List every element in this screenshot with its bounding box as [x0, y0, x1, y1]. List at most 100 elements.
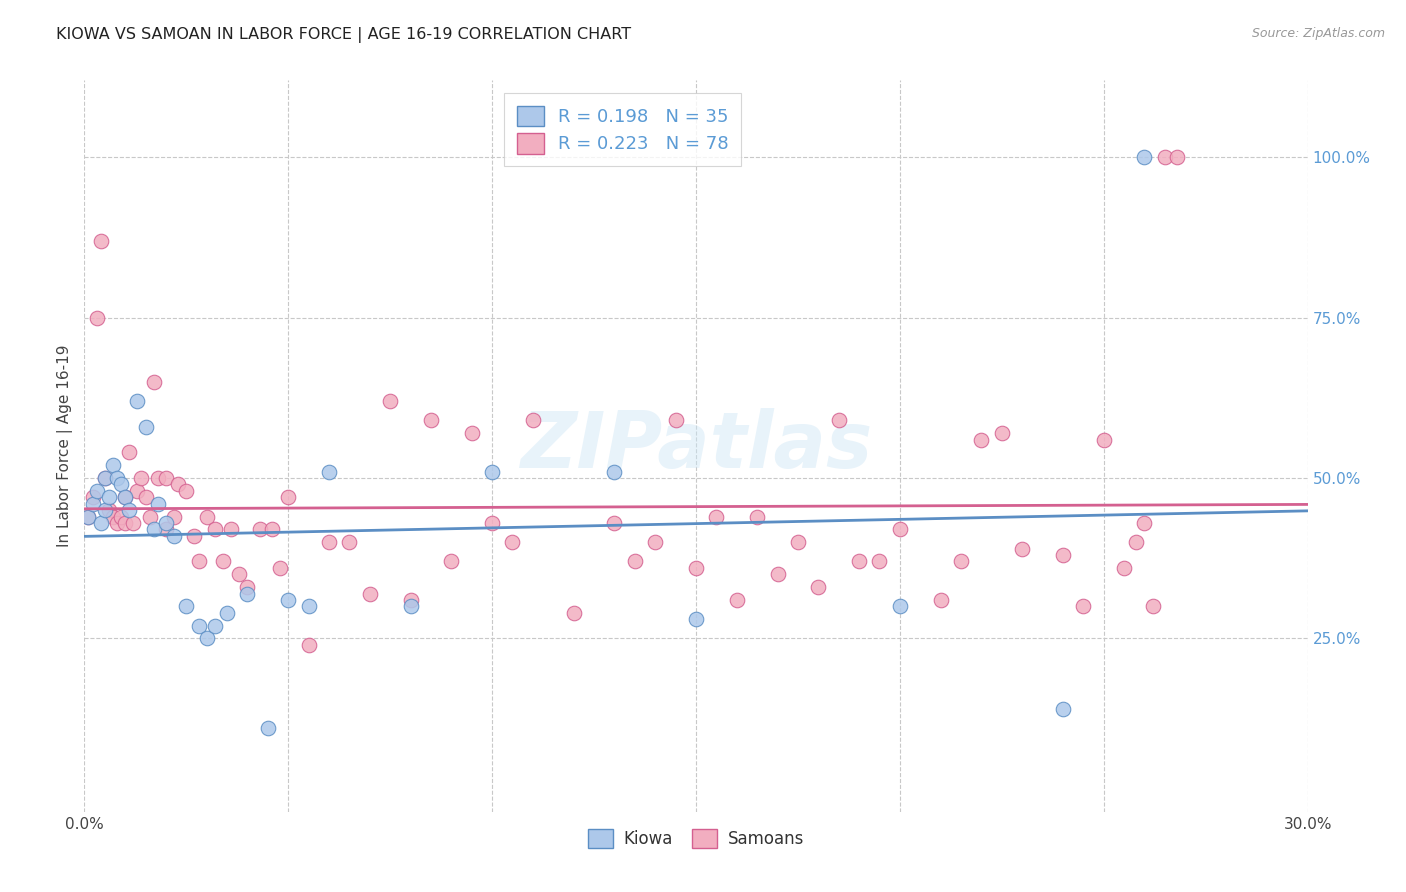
Point [163, 509, 186, 524]
Point [114, 491, 136, 505]
Point [155, 523, 177, 537]
Point [269, 561, 291, 575]
Point [163, 529, 186, 543]
Point [1166, 150, 1188, 164]
Point [146, 497, 169, 511]
Point [359, 586, 381, 600]
Point [481, 465, 503, 479]
Point [82, 491, 104, 505]
Point [1114, 561, 1136, 575]
Point [665, 413, 688, 427]
Point [644, 535, 666, 549]
Point [142, 523, 165, 537]
Point [869, 554, 891, 568]
Point [260, 523, 283, 537]
Point [1073, 599, 1095, 614]
Point [1125, 535, 1147, 549]
Point [114, 491, 136, 505]
Point [1154, 150, 1177, 164]
Point [118, 445, 141, 459]
Point [399, 593, 422, 607]
Point [1052, 702, 1074, 716]
Point [603, 465, 626, 479]
Point [135, 491, 157, 505]
Point [1133, 516, 1156, 530]
Point [1011, 541, 1033, 556]
Point [440, 554, 463, 568]
Point [204, 523, 226, 537]
Point [90, 234, 112, 248]
Point [685, 612, 707, 626]
Point [146, 471, 169, 485]
Point [807, 580, 830, 594]
Point [86, 483, 108, 498]
Point [105, 516, 128, 530]
Point [155, 471, 177, 485]
Point [97, 503, 120, 517]
Point [77, 509, 100, 524]
Point [122, 516, 145, 530]
Point [1133, 150, 1156, 164]
Point [93, 471, 115, 485]
Point [1092, 433, 1115, 447]
Point [174, 483, 197, 498]
Point [522, 413, 544, 427]
Point [461, 426, 484, 441]
Point [135, 419, 157, 434]
Point [127, 394, 149, 409]
Point [380, 394, 402, 409]
Point [685, 561, 707, 575]
Point [212, 554, 235, 568]
Point [991, 426, 1014, 441]
Point [217, 606, 239, 620]
Point [183, 529, 205, 543]
Point [127, 483, 149, 498]
Point [929, 593, 952, 607]
Point [228, 567, 250, 582]
Point [1142, 599, 1164, 614]
Point [101, 509, 124, 524]
Point [502, 535, 524, 549]
Point [236, 586, 259, 600]
Point [86, 310, 108, 325]
Point [97, 491, 120, 505]
Point [195, 509, 218, 524]
Point [624, 554, 647, 568]
Point [174, 599, 197, 614]
Point [142, 375, 165, 389]
Point [706, 509, 728, 524]
Point [77, 509, 100, 524]
Text: KIOWA VS SAMOAN IN LABOR FORCE | AGE 16-19 CORRELATION CHART: KIOWA VS SAMOAN IN LABOR FORCE | AGE 16-… [56, 27, 631, 43]
Point [562, 606, 585, 620]
Point [155, 516, 177, 530]
Point [131, 471, 153, 485]
Point [195, 632, 218, 646]
Point [105, 471, 128, 485]
Point [219, 523, 242, 537]
Point [257, 721, 280, 735]
Point [481, 516, 503, 530]
Point [236, 580, 259, 594]
Point [204, 618, 226, 632]
Point [766, 567, 789, 582]
Text: Source: ZipAtlas.com: Source: ZipAtlas.com [1251, 27, 1385, 40]
Point [298, 638, 321, 652]
Point [93, 503, 115, 517]
Point [277, 593, 299, 607]
Point [187, 618, 209, 632]
Point [848, 554, 870, 568]
Point [339, 535, 361, 549]
Point [110, 477, 132, 491]
Point [420, 413, 443, 427]
Point [828, 413, 851, 427]
Point [399, 599, 422, 614]
Point [167, 477, 190, 491]
Point [114, 516, 136, 530]
Point [118, 503, 141, 517]
Point [298, 599, 321, 614]
Point [318, 465, 340, 479]
Point [187, 554, 209, 568]
Legend: Kiowa, Samoans: Kiowa, Samoans [582, 822, 810, 855]
Point [787, 535, 810, 549]
Point [950, 554, 973, 568]
